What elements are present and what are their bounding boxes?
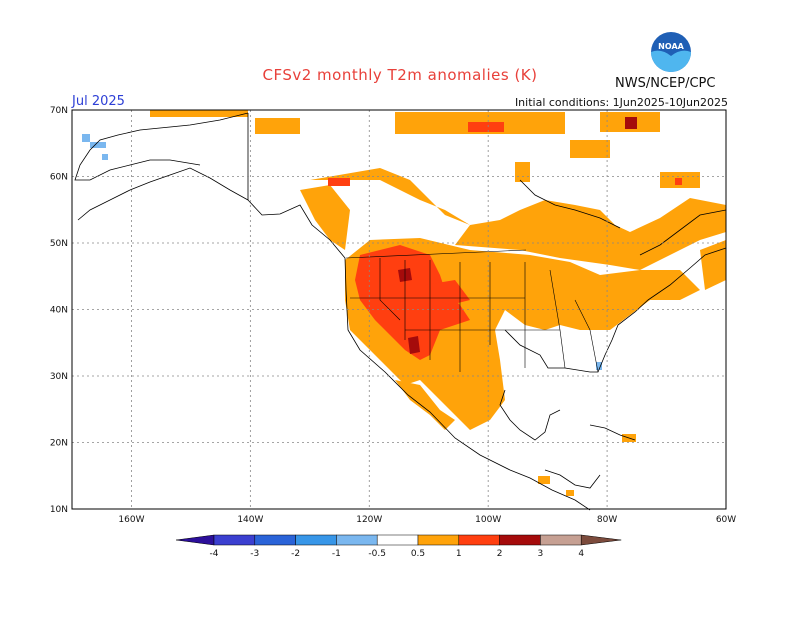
- lon-label: 100W: [475, 515, 501, 525]
- legend-swatch: [213, 534, 256, 546]
- logo-text: NOAA: [658, 42, 684, 51]
- lon-label: 140W: [237, 515, 263, 525]
- longitude-labels: 160W 140W 120W 100W 80W 60W: [118, 515, 736, 525]
- legend-label: 4: [578, 549, 584, 559]
- lat-label: 60N: [50, 173, 68, 183]
- lon-label: 160W: [118, 515, 144, 525]
- lat-label: 40N: [50, 306, 68, 316]
- legend-swatch: [499, 534, 541, 546]
- legend-swatch: [458, 534, 500, 546]
- legend-label: -1: [332, 549, 341, 559]
- lat-label: 30N: [50, 372, 68, 382]
- legend-swatch: [417, 534, 460, 546]
- legend-label: -2: [291, 549, 300, 559]
- coastlines: [74, 112, 727, 511]
- color-legend: -4 -3 -2 -1 -0.5 0.5 1 2 3 4: [175, 534, 622, 559]
- legend-swatch: [376, 534, 419, 546]
- legend-swatch: [254, 534, 296, 546]
- legend-label: 0.5: [411, 549, 425, 559]
- lon-label: 120W: [356, 515, 382, 525]
- org-label: NWS/NCEP/CPC: [615, 76, 716, 91]
- lon-label: 60W: [716, 515, 736, 525]
- lat-label: 50N: [50, 239, 68, 249]
- map-title: CFSv2 monthly T2m anomalies (K): [262, 66, 538, 84]
- legend-label: -4: [210, 549, 219, 559]
- forecast-month: Jul 2025: [72, 94, 125, 109]
- legend-arrow-high: [580, 534, 622, 546]
- legend-label: 1: [456, 549, 462, 559]
- lat-label: 10N: [50, 505, 68, 515]
- legend-label: -3: [250, 549, 259, 559]
- legend-swatch: [336, 534, 378, 546]
- noaa-logo-icon: NOAA: [651, 32, 691, 72]
- legend-swatch: [295, 534, 337, 546]
- anomaly-field: [82, 110, 726, 496]
- legend-label: 2: [497, 549, 503, 559]
- legend-swatch: [540, 534, 582, 546]
- lat-label: 20N: [50, 439, 68, 449]
- initial-conditions: Initial conditions: 1Jun2025-10Jun2025: [514, 96, 728, 109]
- graticule: [72, 110, 726, 509]
- state-borders: [345, 249, 599, 373]
- legend-label: 3: [538, 549, 544, 559]
- map-frame: [71, 109, 727, 510]
- legend-arrow-low: [175, 534, 215, 546]
- legend-label: -0.5: [368, 549, 386, 559]
- lon-label: 80W: [597, 515, 617, 525]
- lat-label: 70N: [50, 106, 68, 116]
- latitude-labels: 70N 60N 50N 40N 30N 20N 10N: [50, 106, 68, 515]
